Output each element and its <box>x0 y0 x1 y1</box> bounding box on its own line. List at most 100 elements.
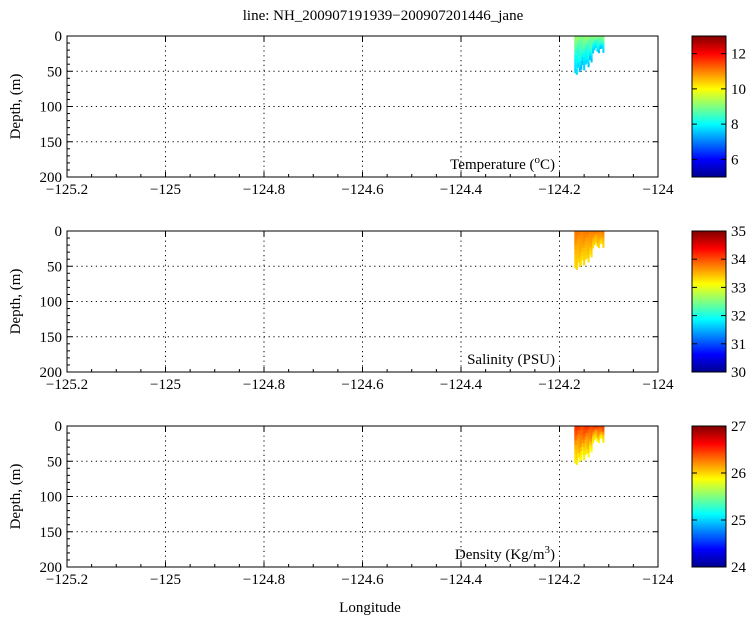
data-region-density <box>574 426 605 465</box>
data-cell <box>587 246 590 251</box>
data-cell <box>592 36 595 39</box>
data-cell <box>586 449 589 454</box>
data-cell <box>578 426 581 432</box>
data-cell <box>586 56 589 61</box>
data-cell <box>596 45 599 48</box>
data-cell <box>594 236 598 239</box>
data-cell <box>599 432 602 435</box>
data-cell <box>584 238 587 243</box>
data-cell <box>597 40 600 43</box>
data-cell <box>574 68 577 74</box>
data-cell <box>581 39 584 44</box>
data-cell <box>584 433 587 438</box>
y-axis-label: Depth, (m) <box>8 74 24 140</box>
data-cell <box>589 41 592 46</box>
data-cell <box>578 239 581 245</box>
data-cell <box>580 438 583 444</box>
data-cell <box>584 443 587 448</box>
data-cell <box>575 45 578 51</box>
colorbar-tick-label: 10 <box>731 82 746 98</box>
data-cell <box>602 432 605 435</box>
data-cell <box>586 429 589 434</box>
data-cell <box>589 56 592 60</box>
data-cell <box>602 438 605 441</box>
data-cell <box>587 43 590 49</box>
data-cell <box>599 43 602 46</box>
data-cell <box>600 426 603 429</box>
data-cell <box>592 436 595 440</box>
colorbar-temperature: 6 8 10 12 <box>691 35 746 178</box>
data-cell <box>574 448 577 455</box>
data-cell <box>602 233 605 236</box>
data-cell <box>597 432 600 435</box>
data-region-salinity <box>574 231 605 270</box>
x-tick-label: −124.4 <box>440 377 483 393</box>
data-cell <box>600 37 603 40</box>
data-cell <box>594 239 598 242</box>
data-cell <box>599 426 602 429</box>
data-cell <box>574 63 577 69</box>
data-cell <box>575 426 578 432</box>
data-cell <box>586 237 589 242</box>
colorbar-tick-label: 35 <box>731 224 746 240</box>
data-cell <box>586 42 589 47</box>
data-cell <box>592 40 595 43</box>
data-cell <box>574 444 577 450</box>
data-cell <box>592 432 595 436</box>
data-cell <box>587 452 590 458</box>
y-tick-label: 100 <box>40 100 63 116</box>
data-cell <box>583 36 586 41</box>
data-cell <box>593 241 596 244</box>
data-cell <box>600 232 603 235</box>
data-cell <box>584 60 587 65</box>
data-cell <box>599 232 602 235</box>
data-cell <box>574 240 577 246</box>
data-cell <box>590 432 593 437</box>
data-cell <box>597 438 600 442</box>
data-cell <box>602 241 605 244</box>
data-cell <box>600 436 603 439</box>
data-cell <box>583 44 586 50</box>
data-cell <box>581 443 584 448</box>
data-cell <box>583 40 586 46</box>
data-cell <box>597 243 600 247</box>
data-cell <box>584 234 587 239</box>
data-cell <box>596 244 599 247</box>
data-cell <box>602 36 605 39</box>
data-cell <box>590 429 593 434</box>
data-cell <box>600 430 603 433</box>
data-cell <box>584 43 587 48</box>
data-cell <box>600 46 603 49</box>
data-cell <box>580 450 583 456</box>
colorbar-tick-label: 6 <box>731 152 739 168</box>
data-cell <box>589 248 592 252</box>
data-cell <box>590 240 593 245</box>
data-cell <box>580 60 583 66</box>
data-cell <box>587 231 590 236</box>
data-cell <box>587 36 590 41</box>
y-tick-label: 50 <box>47 259 62 275</box>
y-tick-label: 0 <box>55 224 63 240</box>
data-cell <box>578 443 581 449</box>
data-cell <box>580 434 583 440</box>
colorbar-tick-label: 24 <box>731 560 747 576</box>
data-cell <box>584 39 587 44</box>
data-cell <box>600 40 603 43</box>
data-cell <box>590 442 593 446</box>
data-cell <box>581 429 584 434</box>
data-cell <box>586 46 589 51</box>
data-cell <box>578 53 581 59</box>
data-cell <box>600 238 603 241</box>
data-cell <box>577 449 580 454</box>
data-cell <box>592 430 595 433</box>
data-cell <box>583 434 586 440</box>
data-cell <box>594 233 598 236</box>
data-cell <box>583 239 586 245</box>
data-cell <box>586 52 589 57</box>
data-cell <box>574 253 577 260</box>
x-tick-label: −125.2 <box>46 377 88 393</box>
data-cell <box>590 36 593 40</box>
data-cell <box>590 448 593 453</box>
y-axis-label: Depth, (m) <box>8 464 24 530</box>
